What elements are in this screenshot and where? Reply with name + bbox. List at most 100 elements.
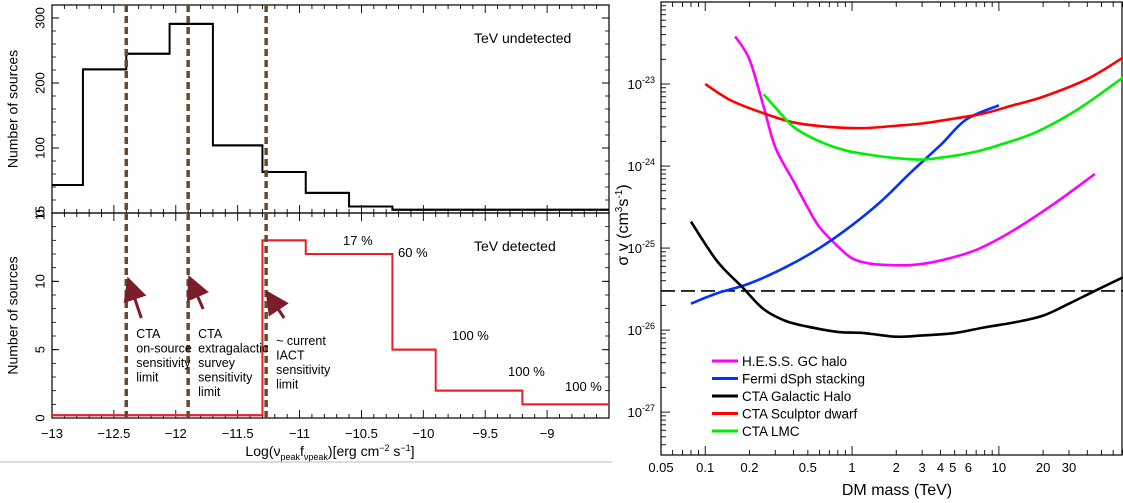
y-axis-label-part: 3 <box>614 206 625 212</box>
percent-label: 100 % <box>452 328 489 343</box>
y-tick-label: 100 <box>32 137 47 159</box>
y-tick-label: 0 <box>32 209 47 216</box>
limit-label: survey <box>198 356 236 370</box>
x-tick-label: −9.5 <box>472 426 498 441</box>
x-axis-label-part: f <box>300 443 304 459</box>
x-tick-label: 1 <box>848 460 855 475</box>
plot-frame <box>660 1 1123 456</box>
x-axis-label-part: s <box>390 443 401 459</box>
limit-label: CTA <box>198 327 223 341</box>
x-tick-label: −11.5 <box>222 426 254 441</box>
y-tick-base: 10 <box>628 159 642 174</box>
x-tick-label: −12 <box>165 426 187 441</box>
x-tick-label: 0.1 <box>696 460 714 475</box>
y-axis-label: Number of sources <box>5 50 21 168</box>
limit-label: extragalactic <box>198 342 268 356</box>
histogram-top-panel: 0 100 200 300 Number of sources TeV undetecte… <box>5 4 610 217</box>
x-tick-label: 2 <box>893 460 900 475</box>
limit-label: ~ current <box>276 334 326 348</box>
y-tick-label: 10 <box>32 274 47 288</box>
limit-arrow <box>265 290 289 319</box>
y-tick-exponent: -24 <box>642 157 655 167</box>
panel-annotation: TeV detected <box>474 238 556 254</box>
y-axis-label-part: s <box>615 199 632 207</box>
x-tick-label: 10 <box>992 460 1006 475</box>
y-tick-label: 15 <box>32 206 47 220</box>
x-axis-label: Log(νpeakfνpeak)[erg cm−2 s−1] <box>245 443 414 462</box>
limit-label: on-source <box>136 342 192 356</box>
y-tick-label: 10-24 <box>628 157 655 174</box>
limit-label: sensitivity <box>198 371 253 385</box>
x-axis-label-part: −1 <box>400 443 410 453</box>
limit-label: sensitivity <box>136 356 191 370</box>
x-axis-label-part: ] <box>411 443 415 459</box>
legend-label: Fermi dSph stacking <box>742 372 865 387</box>
limit-label: IACT <box>276 349 305 363</box>
percent-label: 17 % <box>343 233 373 248</box>
limit-arrow <box>123 276 147 319</box>
x-axis-label: DM mass (TeV) <box>842 482 952 499</box>
y-tick-exponent: -26 <box>642 321 655 331</box>
x-tick-label: 0.5 <box>799 460 817 475</box>
y-tick-exponent: -23 <box>642 75 655 85</box>
limit-label: limit <box>198 385 221 399</box>
y-tick-label: 10-25 <box>628 239 655 256</box>
x-tick-label: 4 <box>937 460 944 475</box>
series-line-cta-sculptor-dwarf <box>704 56 1123 130</box>
y-tick-label: 0 <box>32 414 47 421</box>
limit-arrow <box>186 274 209 310</box>
y-tick-label: 5 <box>32 346 47 353</box>
limit-label: limit <box>276 378 299 392</box>
legend-label: CTA LMC <box>742 424 800 439</box>
x-tick-label: 30 <box>1062 460 1076 475</box>
legend-label: CTA Galactic Halo <box>742 389 851 404</box>
percent-label: 60 % <box>398 245 428 260</box>
x-axis-label-part: νpeak <box>304 452 329 462</box>
x-tick-label: 20 <box>1036 460 1050 475</box>
series-line-fermi-dsph-stacking <box>690 104 1000 305</box>
x-tick-label: −12.5 <box>97 426 130 441</box>
x-tick-label: −13 <box>41 426 63 441</box>
percent-label: 100 % <box>565 379 602 394</box>
x-tick-label: 0.2 <box>740 460 758 475</box>
y-tick-label: 200 <box>32 72 47 94</box>
y-tick-exponent: -27 <box>642 403 655 413</box>
x-tick-label: −10.5 <box>345 426 378 441</box>
dm-limits-panel: 0.05 0.1 0.2 0.5 1 2 3 4 5 6 10 20 3010-2710-2610-25… <box>614 1 1123 499</box>
x-tick-label: −11 <box>289 426 310 441</box>
x-tick-label: 6 <box>965 460 972 475</box>
y-axis-label: Number of sources <box>5 256 21 374</box>
y-tick-label: 10-26 <box>628 321 655 338</box>
y-tick-base: 10 <box>628 405 642 420</box>
y-axis-label-part: -1 <box>614 189 625 198</box>
y-tick-base: 10 <box>628 323 642 338</box>
histogram-bottom-panel: 0 5 10 15 Number of sources TeV detected −13 −1… <box>5 206 610 462</box>
series-line-cta-galactic-halo <box>689 220 1123 339</box>
series-line-h-e-s-s-gc-halo <box>734 35 1096 267</box>
y-axis-label: σ v (cm3s-1) <box>614 184 632 265</box>
limit-label: sensitivity <box>276 363 331 377</box>
plot-frame <box>51 212 610 419</box>
y-tick-exponent: -25 <box>642 239 655 249</box>
x-tick-label: 0.05 <box>648 460 673 475</box>
panel-annotation: TeV undetected <box>474 30 571 46</box>
y-tick-label: 10-27 <box>628 403 655 420</box>
y-tick-base: 10 <box>628 241 642 256</box>
percent-label: 100 % <box>508 364 545 379</box>
y-tick-label: 10-23 <box>628 75 655 92</box>
legend-label: CTA Sculptor dwarf <box>742 407 858 422</box>
y-axis-label-part: σ v (cm <box>615 212 632 265</box>
y-axis-label-part: ) <box>615 184 632 189</box>
legend-label: H.E.S.S. GC halo <box>742 354 847 369</box>
x-axis-label-part: −2 <box>379 443 389 453</box>
y-tick-base: 10 <box>628 77 642 92</box>
x-axis-label-part: peak <box>280 452 300 462</box>
x-tick-label: 5 <box>949 460 956 475</box>
x-axis-label-part: Log(ν <box>245 443 280 459</box>
limit-label: CTA <box>136 327 161 341</box>
x-tick-label: −10 <box>412 426 434 441</box>
series-line-cta-lmc <box>762 76 1123 161</box>
y-tick-label: 300 <box>32 7 47 29</box>
x-tick-label: 3 <box>918 460 925 475</box>
